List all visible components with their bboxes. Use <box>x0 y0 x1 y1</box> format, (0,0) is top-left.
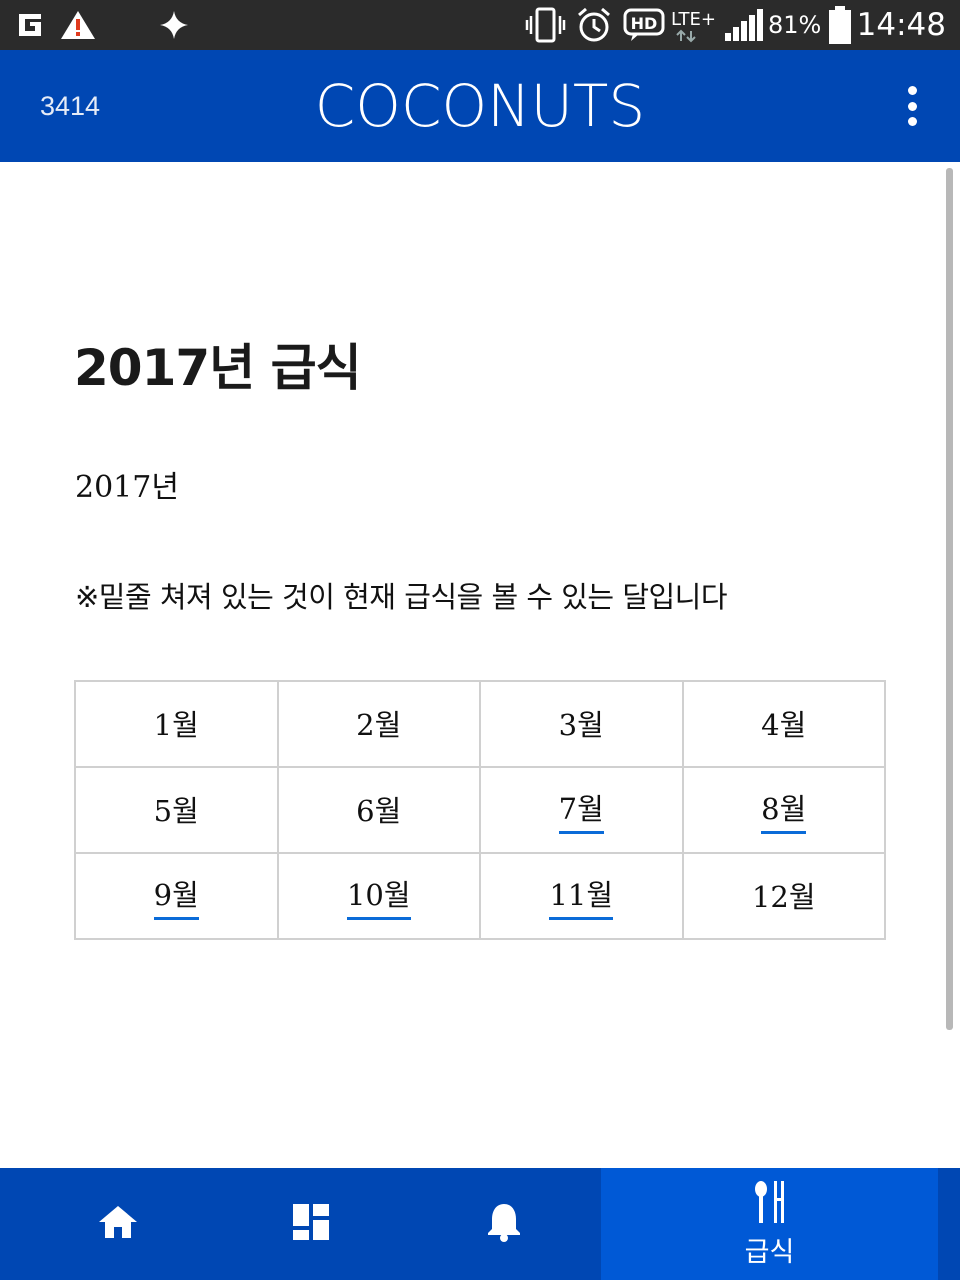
month-cell[interactable]: 7월 <box>479 766 684 854</box>
signal-icon <box>722 0 766 50</box>
month-cell: 12월 <box>681 852 886 940</box>
month-aug-link[interactable]: 8월 <box>761 786 807 834</box>
nav-home[interactable] <box>0 1168 235 1280</box>
carrier-g-icon <box>12 0 48 50</box>
year-label: 2017년 <box>75 470 179 505</box>
month-apr: 4월 <box>761 707 807 742</box>
battery-icon <box>826 0 854 50</box>
month-cell[interactable]: 11월 <box>479 852 684 940</box>
lte-icon: LTE+ <box>668 0 720 50</box>
month-cell: 3월 <box>479 680 684 768</box>
svg-text:LTE+: LTE+ <box>671 9 716 30</box>
nav-meal[interactable]: 급식 <box>601 1168 938 1280</box>
month-oct-link[interactable]: 10월 <box>346 872 411 920</box>
status-bar: HD LTE+ 81% 14:48 <box>0 0 960 50</box>
scrollbar[interactable] <box>946 168 953 1030</box>
meal-icon <box>752 1180 788 1228</box>
month-cell: 5월 <box>74 766 279 854</box>
vibrate-icon <box>524 0 568 50</box>
user-id: 3414 <box>40 90 101 121</box>
battery-percent: 81% <box>768 11 822 39</box>
clock: 14:48 <box>856 7 946 43</box>
home-icon <box>97 1204 139 1244</box>
month-row: 1월 2월 3월 4월 <box>74 680 886 768</box>
month-dec: 12월 <box>751 879 816 914</box>
month-row: 5월 6월 7월 8월 <box>74 766 886 854</box>
bottom-nav: 급식 <box>0 1168 960 1280</box>
month-cell[interactable]: 10월 <box>276 852 481 940</box>
app-header: 3414 coconuts <box>0 50 960 162</box>
app-logo: coconuts <box>314 72 646 140</box>
warning-icon <box>58 0 98 50</box>
svg-text:HD: HD <box>631 14 658 33</box>
month-cell: 6월 <box>276 766 481 854</box>
month-jan: 1월 <box>153 707 199 742</box>
alarm-icon <box>574 0 614 50</box>
sparkle-icon <box>158 0 190 50</box>
month-grid: 1월 2월 3월 4월 5월 6월 7월 8월 9월 10월 11월 12월 <box>74 680 886 940</box>
month-may: 5월 <box>153 793 199 828</box>
more-vertical-icon[interactable] <box>894 86 930 126</box>
month-jul-link[interactable]: 7월 <box>558 786 604 834</box>
month-sep-link[interactable]: 9월 <box>153 872 199 920</box>
nav-notifications[interactable] <box>386 1168 621 1280</box>
month-cell: 4월 <box>681 680 886 768</box>
month-cell: 1월 <box>74 680 279 768</box>
hd-voice-icon: HD <box>622 0 666 50</box>
month-cell[interactable]: 9월 <box>74 852 279 940</box>
menu-dot <box>907 101 917 111</box>
dashboard-icon <box>292 1203 330 1245</box>
month-row: 9월 10월 11월 12월 <box>74 852 886 940</box>
nav-meal-label: 급식 <box>744 1236 795 1268</box>
month-jun: 6월 <box>356 793 402 828</box>
month-feb: 2월 <box>356 707 402 742</box>
nav-dashboard[interactable] <box>193 1168 428 1280</box>
menu-dot <box>907 117 917 126</box>
menu-dot <box>907 86 917 95</box>
page-title: 2017년 급식 <box>74 339 362 397</box>
month-cell: 2월 <box>276 680 481 768</box>
bell-icon <box>486 1201 522 1247</box>
notice-text: ※밑줄 쳐져 있는 것이 현재 급식을 볼 수 있는 달입니다 <box>75 580 728 614</box>
month-mar: 3월 <box>558 707 604 742</box>
month-nov-link[interactable]: 11월 <box>549 872 614 920</box>
month-cell[interactable]: 8월 <box>681 766 886 854</box>
